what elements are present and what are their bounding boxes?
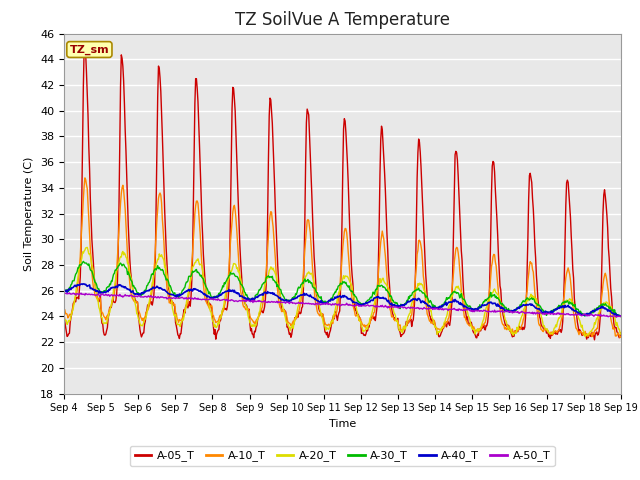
A-50_T — [428, 305, 435, 311]
Line: A-05_T: A-05_T — [64, 49, 621, 340]
A-10_T — [60, 306, 68, 312]
A-20_T — [185, 287, 193, 293]
A-50_T — [71, 291, 79, 297]
A-20_T — [214, 320, 222, 325]
A-20_T — [70, 301, 78, 307]
Line: A-30_T: A-30_T — [64, 262, 621, 317]
A-50_T — [411, 305, 419, 311]
Title: TZ SoilVue A Temperature: TZ SoilVue A Temperature — [235, 11, 450, 29]
Line: A-20_T: A-20_T — [64, 247, 621, 336]
A-05_T — [214, 327, 222, 333]
A-10_T — [428, 320, 435, 326]
A-40_T — [617, 313, 625, 319]
A-50_T — [617, 313, 625, 319]
Line: A-50_T: A-50_T — [64, 293, 621, 317]
A-20_T — [581, 334, 589, 339]
A-10_T — [185, 293, 193, 299]
A-10_T — [411, 285, 419, 290]
A-40_T — [70, 283, 78, 289]
A-30_T — [617, 314, 625, 320]
A-30_T — [411, 288, 419, 294]
A-10_T — [81, 175, 89, 181]
A-05_T — [70, 300, 78, 305]
A-40_T — [214, 294, 222, 300]
Line: A-10_T: A-10_T — [64, 178, 621, 337]
A-40_T — [185, 287, 193, 292]
A-05_T — [591, 337, 598, 343]
A-10_T — [616, 335, 624, 340]
A-40_T — [128, 288, 136, 294]
A-40_T — [60, 287, 68, 292]
A-30_T — [428, 299, 435, 305]
A-20_T — [617, 331, 625, 337]
A-10_T — [214, 318, 222, 324]
A-30_T — [79, 259, 87, 264]
A-30_T — [60, 286, 68, 292]
A-20_T — [60, 316, 68, 322]
A-20_T — [128, 283, 136, 288]
A-30_T — [214, 292, 222, 298]
A-40_T — [428, 305, 435, 311]
A-40_T — [616, 313, 624, 319]
A-30_T — [128, 279, 136, 285]
Text: TZ_sm: TZ_sm — [70, 44, 109, 55]
A-05_T — [185, 302, 193, 308]
A-50_T — [214, 296, 222, 302]
A-20_T — [428, 308, 435, 313]
A-05_T — [60, 309, 68, 314]
A-05_T — [428, 319, 435, 324]
A-10_T — [128, 295, 136, 301]
A-05_T — [617, 330, 625, 336]
A-05_T — [80, 47, 88, 52]
A-20_T — [411, 290, 419, 296]
Legend: A-05_T, A-10_T, A-20_T, A-30_T, A-40_T, A-50_T: A-05_T, A-10_T, A-20_T, A-30_T, A-40_T, … — [130, 446, 555, 466]
A-50_T — [612, 314, 620, 320]
A-50_T — [60, 290, 68, 296]
A-30_T — [185, 274, 193, 279]
Line: A-40_T: A-40_T — [64, 284, 621, 316]
X-axis label: Time: Time — [329, 419, 356, 429]
A-30_T — [613, 314, 621, 320]
Y-axis label: Soil Temperature (C): Soil Temperature (C) — [24, 156, 35, 271]
A-20_T — [83, 244, 91, 250]
A-40_T — [79, 281, 87, 287]
A-05_T — [128, 282, 136, 288]
A-40_T — [411, 297, 419, 302]
A-50_T — [128, 293, 136, 299]
A-05_T — [411, 294, 419, 300]
A-30_T — [70, 278, 78, 284]
A-10_T — [70, 301, 78, 307]
A-10_T — [617, 334, 625, 340]
A-50_T — [185, 295, 193, 300]
A-50_T — [65, 290, 73, 296]
